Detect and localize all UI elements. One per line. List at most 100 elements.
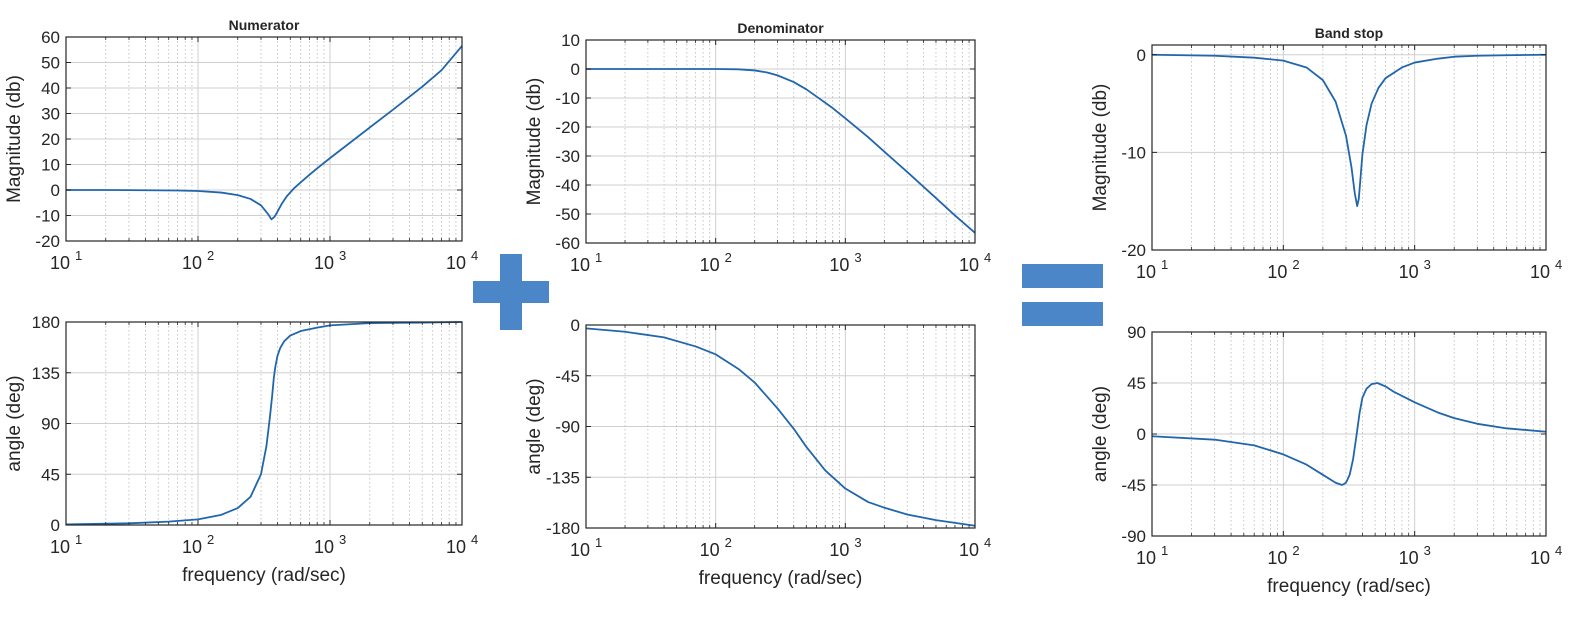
denominator-magnitude-chart: -60 -50 -40 -30 -20 -10 0 10 10 1 10 2 10 3 10 4 Denomin… xyxy=(524,20,991,275)
band-stop-magnitude-x-tick-exponent: 3 xyxy=(1424,257,1431,272)
denominator-phase-ticks xyxy=(585,324,976,529)
numerator-phase-y-tick-label: 0 xyxy=(51,516,60,535)
band-stop-phase-x-tick-exponent: 1 xyxy=(1161,543,1168,558)
numerator-magnitude-ylabel: Magnitude (db) xyxy=(4,75,25,203)
denominator-magnitude-x-tick-exponent: 2 xyxy=(725,250,732,265)
band-stop-magnitude-y-tick-label: -10 xyxy=(1121,143,1146,162)
denominator-magnitude-y-tick-label: -30 xyxy=(555,147,580,166)
numerator-magnitude-y-tick-label: 40 xyxy=(41,79,60,98)
numerator-phase-y-tick-label: 45 xyxy=(41,465,60,484)
denominator-phase-x-tick-exponent: 3 xyxy=(854,535,861,550)
denominator-magnitude-y-tick-label: 10 xyxy=(561,31,580,50)
numerator-phase-x-tick-exponent: 4 xyxy=(471,532,478,547)
numerator-phase-x-tick-exponent: 2 xyxy=(207,532,214,547)
band-stop-magnitude-y-tick-label: -20 xyxy=(1121,241,1146,260)
numerator-phase-series-line xyxy=(65,321,463,526)
band-stop-phase-y-tick-label: 90 xyxy=(1127,323,1146,342)
numerator-magnitude-y-tick-label: 10 xyxy=(41,156,60,175)
numerator-magnitude-x-tick-exponent: 4 xyxy=(471,248,478,263)
denominator-magnitude-x-tick-label: 10 xyxy=(570,255,590,275)
band-stop-phase-chart: -90 -45 0 45 90 10 1 10 2 10 3 10 4 frequency (rad/se… xyxy=(1090,323,1562,597)
band-stop-magnitude-x-tick-label: 10 xyxy=(1267,262,1287,282)
band-stop-phase-x-tick-label: 10 xyxy=(1267,548,1287,568)
band-stop-phase-x-tick-exponent: 3 xyxy=(1424,543,1431,558)
numerator-magnitude-chart: -20 -10 0 10 20 30 40 50 60 10 1 10 2 10 3 10 4 Numerator… xyxy=(4,17,478,273)
band-stop-phase-x-tick-label: 10 xyxy=(1136,548,1156,568)
numerator-phase-x-tick-label: 10 xyxy=(182,537,202,557)
denominator-magnitude-title: Denominator xyxy=(737,20,824,36)
denominator-magnitude-y-tick-label: -60 xyxy=(555,234,580,253)
band-stop-magnitude-series-line xyxy=(1151,53,1547,207)
plus-operator: + xyxy=(473,254,549,330)
denominator-phase-x-tick-exponent: 2 xyxy=(725,535,732,550)
denominator-phase-chart: -180 -135 -90 -45 0 10 1 10 2 10 3 10 4 frequency (ra… xyxy=(524,316,991,589)
numerator-phase-x-tick-exponent: 1 xyxy=(75,532,82,547)
band-stop-phase-series-line xyxy=(1151,382,1547,486)
numerator-magnitude-y-tick-label: 20 xyxy=(41,130,60,149)
denominator-phase-y-tick-label: -90 xyxy=(555,418,580,437)
equals-bottom-bar xyxy=(1022,302,1103,326)
numerator-magnitude-ticks xyxy=(65,36,463,242)
denominator-phase-x-tick-label: 10 xyxy=(829,540,849,560)
numerator-magnitude-y-tick-label: 0 xyxy=(51,181,60,200)
numerator-magnitude-series-line xyxy=(66,45,463,221)
equals-symbol-text: = xyxy=(1062,294,1063,296)
denominator-magnitude-x-tick-exponent: 1 xyxy=(595,250,602,265)
denominator-phase-series-line xyxy=(585,327,976,527)
band-stop-phase-x-tick-label: 10 xyxy=(1530,548,1550,568)
numerator-magnitude-x-tick-exponent: 2 xyxy=(207,248,214,263)
band-stop-magnitude-ylabel: Magnitude (db) xyxy=(1090,84,1111,212)
numerator-magnitude-y-tick-label: 50 xyxy=(41,54,60,73)
denominator-magnitude-x-tick-exponent: 4 xyxy=(984,250,991,265)
band-stop-phase-x-tick-exponent: 4 xyxy=(1555,543,1562,558)
denominator-magnitude-series-line xyxy=(586,68,976,234)
numerator-phase-y-tick-label: 90 xyxy=(41,415,60,434)
denominator-magnitude-y-tick-label: -20 xyxy=(555,118,580,137)
band-stop-magnitude-chart: -20 -10 0 10 1 10 2 10 3 10 4 Band stop Magnitude (d… xyxy=(1090,25,1562,282)
denominator-phase-y-tick-label: -180 xyxy=(546,519,580,538)
denominator-magnitude-x-tick-label: 10 xyxy=(829,255,849,275)
denominator-phase-xlabel: frequency (rad/sec) xyxy=(699,568,863,589)
equals-operator: = xyxy=(1022,264,1103,326)
numerator-phase-ylabel: angle (deg) xyxy=(4,375,25,471)
denominator-magnitude-y-tick-label: -50 xyxy=(555,205,580,224)
band-stop-phase-x-tick-exponent: 2 xyxy=(1292,543,1299,558)
band-stop-magnitude-x-tick-exponent: 2 xyxy=(1292,257,1299,272)
band-stop-phase-y-tick-label: 45 xyxy=(1127,374,1146,393)
plus-vertical-bar xyxy=(500,254,522,330)
denominator-phase-y-tick-label: -45 xyxy=(555,367,580,386)
denominator-magnitude-x-tick-label: 10 xyxy=(959,255,979,275)
band-stop-phase-y-tick-label: 0 xyxy=(1137,425,1146,444)
band-stop-phase-x-tick-label: 10 xyxy=(1399,548,1419,568)
numerator-magnitude-y-tick-label: -20 xyxy=(35,232,60,251)
numerator-magnitude-x-tick-exponent: 3 xyxy=(339,248,346,263)
equals-top-bar xyxy=(1022,264,1103,288)
denominator-magnitude-grid xyxy=(585,39,976,244)
denominator-magnitude-x-tick-exponent: 3 xyxy=(854,250,861,265)
numerator-phase-y-tick-label: 180 xyxy=(32,313,60,332)
denominator-magnitude-y-tick-label: 0 xyxy=(571,60,580,79)
denominator-phase-ylabel: angle (deg) xyxy=(524,378,545,474)
band-stop-phase-y-tick-label: -90 xyxy=(1121,527,1146,546)
band-stop-magnitude-x-tick-exponent: 1 xyxy=(1161,257,1168,272)
numerator-phase-x-tick-label: 10 xyxy=(314,537,334,557)
band-stop-phase-ticks xyxy=(1151,331,1547,537)
numerator-magnitude-x-tick-exponent: 1 xyxy=(75,248,82,263)
denominator-phase-x-tick-label: 10 xyxy=(570,540,590,560)
numerator-magnitude-y-tick-label: 30 xyxy=(41,105,60,124)
denominator-phase-x-tick-exponent: 1 xyxy=(595,535,602,550)
numerator-magnitude-y-tick-label: 60 xyxy=(41,28,60,47)
band-stop-phase-xlabel: frequency (rad/sec) xyxy=(1267,576,1431,597)
denominator-magnitude-axes-box xyxy=(585,39,976,244)
denominator-phase-y-tick-label: -135 xyxy=(546,468,580,487)
denominator-magnitude-y-tick-label: -40 xyxy=(555,176,580,195)
band-stop-magnitude-x-tick-label: 10 xyxy=(1136,262,1156,282)
denominator-phase-x-tick-label: 10 xyxy=(959,540,979,560)
numerator-phase-ticks xyxy=(65,321,463,526)
band-stop-magnitude-title: Band stop xyxy=(1315,25,1383,41)
band-stop-phase-grid xyxy=(1151,331,1547,537)
band-stop-magnitude-ticks xyxy=(1151,45,1547,251)
denominator-phase-grid xyxy=(585,324,976,529)
